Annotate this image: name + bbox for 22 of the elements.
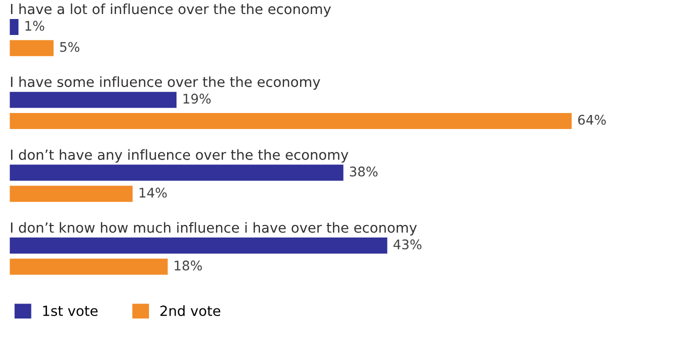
legend-label: 2nd vote: [160, 305, 220, 316]
legend-label: 1st vote: [43, 306, 98, 316]
data-label: 43%: [393, 239, 422, 250]
data-label: 19%: [184, 94, 211, 104]
data-label: 64%: [578, 114, 606, 125]
data-label: 38%: [350, 166, 378, 177]
bar: [10, 238, 388, 254]
y-tick-label: I have a lot of influence over the the economy: [11, 3, 331, 17]
bar: [10, 40, 54, 56]
data-label: 14%: [140, 188, 167, 198]
bar: [10, 258, 168, 275]
data-label: 18%: [174, 260, 202, 271]
data-label: 1%: [25, 20, 44, 31]
data-label: 5%: [60, 42, 80, 52]
y-tick-label: I don’t know how much influence i have over the economy: [11, 222, 417, 236]
bar: [10, 186, 133, 202]
y-tick-label: I don’t have any influence over the the economy: [11, 149, 348, 163]
y-tick-label: I have some influence over the the economy: [11, 76, 320, 90]
bar: [10, 112, 572, 129]
bar: [10, 92, 177, 108]
bar: [10, 18, 18, 35]
bar: [10, 164, 344, 181]
